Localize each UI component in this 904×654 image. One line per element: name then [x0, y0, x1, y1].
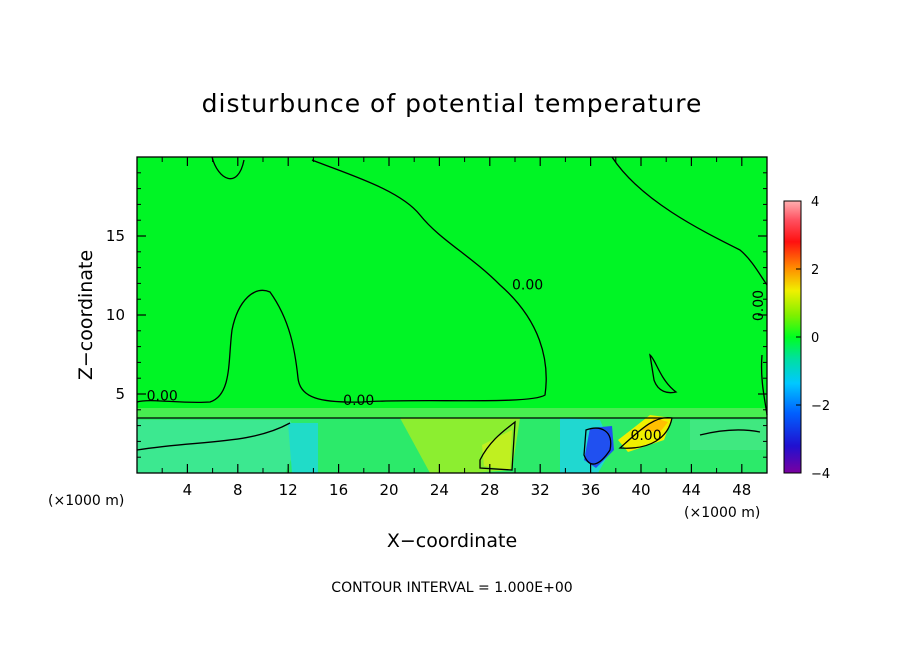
contour-lines [136, 156, 768, 471]
colorbar-tick-label: −4 [811, 467, 830, 482]
x-tick-label: 48 [732, 481, 751, 499]
x-tick-label: 40 [631, 481, 650, 499]
x-unit-right: (×1000 m) [684, 505, 760, 521]
y-tick-label: 15 [106, 227, 125, 245]
contour-line [699, 429, 761, 436]
x-tick-label: 32 [531, 481, 550, 499]
contour-line [136, 422, 291, 451]
boundary-layer-top [137, 408, 767, 418]
colorbar-tick-label: 4 [811, 195, 819, 210]
plot-area: 0.00 0.00 0.00 0.00 0.00 [136, 156, 768, 474]
y-tick-label: 10 [106, 306, 125, 324]
x-axis-label: X−coordinate [387, 530, 517, 552]
contour-line [649, 353, 678, 394]
warm-core-edge [640, 418, 668, 432]
chart-title: disturbunce of potential temperature [202, 89, 703, 118]
contour-line [583, 427, 612, 465]
contour-line [211, 156, 245, 180]
x-tick-label: 12 [279, 481, 298, 499]
x-unit-left: (×1000 m) [48, 493, 124, 509]
y-axis: 5 10 15 [106, 172, 767, 458]
x-tick-label: 24 [430, 481, 449, 499]
contour-line [618, 416, 673, 449]
contour-line [611, 156, 768, 286]
contour-label: 0.00 [751, 290, 767, 321]
x-tick-label: 20 [379, 481, 398, 499]
x-tick-label: 44 [682, 481, 701, 499]
x-axis: 4 8 12 16 20 24 28 32 36 40 44 48 [161, 157, 751, 499]
y-axis-label: Z−coordinate [75, 250, 97, 380]
contour-line [136, 159, 547, 404]
colorbar-ticks: 4 2 0 −2 −4 [796, 195, 830, 482]
contour-label: 0.00 [512, 278, 543, 294]
y-tick-label: 5 [115, 385, 125, 403]
x-tick-label: 16 [329, 481, 348, 499]
colorbar: 4 2 0 −2 −4 [783, 195, 830, 482]
x-tick-label: 8 [233, 481, 243, 499]
contour-line [479, 420, 516, 471]
warm-anomaly-core [482, 430, 512, 470]
contour-labels: 0.00 0.00 0.00 0.00 0.00 [147, 278, 768, 444]
contour-label: 0.00 [147, 388, 178, 404]
cool-anomaly-cyan [288, 423, 318, 473]
field-right-cool [690, 420, 767, 450]
x-tick-label: 28 [480, 481, 499, 499]
x-tick-label: 36 [581, 481, 600, 499]
cool-anomaly-left [137, 420, 300, 473]
colorbar-tick-label: 2 [811, 263, 819, 278]
contour-label: 0.00 [343, 393, 374, 409]
contour-interval-note: CONTOUR INTERVAL = 1.000E+00 [331, 580, 572, 596]
x-tick-label: 4 [183, 481, 193, 499]
contour-label: 0.00 [630, 428, 661, 444]
cold-core [584, 426, 614, 468]
colorbar-tick-label: 0 [811, 331, 819, 346]
colorbar-tick-label: −2 [811, 399, 830, 414]
